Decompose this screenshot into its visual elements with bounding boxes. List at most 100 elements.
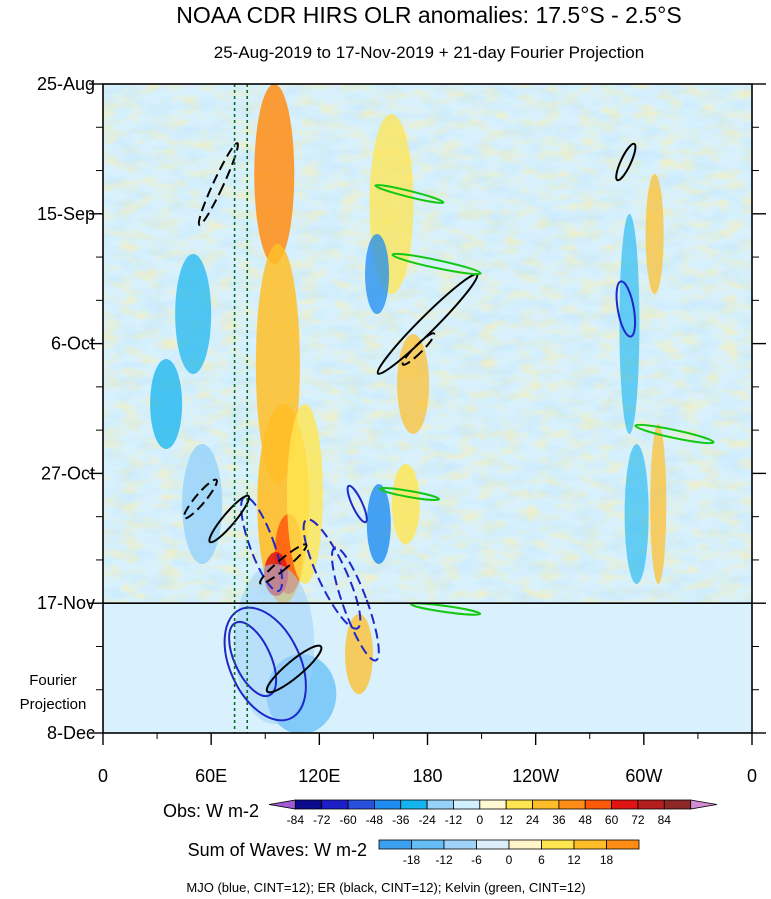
colorbar-label: -48 bbox=[366, 813, 384, 827]
y-tick-label: 17-Nov bbox=[37, 593, 95, 613]
colorbar-label: -60 bbox=[339, 813, 357, 827]
er-contour bbox=[615, 142, 637, 182]
colorbar-label: 72 bbox=[631, 813, 645, 827]
colorbar-label: 48 bbox=[579, 813, 593, 827]
colorbar-box bbox=[400, 799, 428, 810]
colorbar-label: -12 bbox=[435, 853, 453, 867]
mjo-contour bbox=[223, 606, 307, 722]
colorbar-label: 36 bbox=[552, 813, 566, 827]
colorbar-box bbox=[611, 799, 639, 810]
y-tick-label: 27-Oct bbox=[41, 463, 95, 483]
projection-label-line1: Fourier bbox=[29, 672, 77, 689]
kelvin-contour bbox=[409, 602, 482, 616]
anomaly-shading bbox=[645, 174, 664, 294]
anomaly-shading bbox=[286, 404, 323, 584]
reference-lines bbox=[233, 84, 249, 733]
colorbar-box bbox=[347, 799, 375, 810]
x-tick-label: 180 bbox=[412, 766, 442, 786]
anomaly-shading bbox=[175, 254, 212, 374]
kelvin-contour bbox=[391, 252, 482, 276]
colorbar-box bbox=[606, 839, 640, 850]
er-contour bbox=[259, 543, 308, 585]
x-tick-label: 0 bbox=[747, 766, 757, 786]
colorbar-box bbox=[374, 799, 402, 810]
colorbar-box bbox=[532, 799, 560, 810]
colorbar-label: -6 bbox=[471, 853, 482, 867]
x-tick-label: 120E bbox=[298, 766, 340, 786]
mjo-contour bbox=[302, 518, 362, 630]
colorbar-label: -12 bbox=[445, 813, 463, 827]
colorbar-label: -84 bbox=[287, 813, 305, 827]
waves-colorbar-title: Sum of Waves: W m-2 bbox=[188, 840, 367, 860]
colorbar-label: 84 bbox=[658, 813, 672, 827]
projection-label-line2: Projection bbox=[20, 696, 87, 713]
chart-title: NOAA CDR HIRS OLR anomalies: 17.5°S - 2.… bbox=[176, 2, 681, 28]
kelvin-contour bbox=[634, 423, 715, 445]
anomaly-shading bbox=[365, 234, 390, 314]
er-contour bbox=[208, 494, 251, 544]
colorbar-label: 6 bbox=[538, 853, 545, 867]
er-contour bbox=[182, 478, 218, 520]
colorbar-box bbox=[411, 839, 445, 850]
colorbar-label: -18 bbox=[403, 853, 421, 867]
colorbar-box bbox=[426, 799, 454, 810]
x-tick-label: 0 bbox=[98, 766, 108, 786]
x-tick-label: 120W bbox=[512, 766, 559, 786]
anomaly-shading bbox=[344, 614, 373, 694]
obs-colorbar: -84 -72 -60 -48 -36 -24 -12 0 12 24 36 48 60 72 84 bbox=[268, 799, 718, 827]
mjo-contour bbox=[330, 546, 380, 662]
er-contour bbox=[197, 142, 239, 226]
y-axis: 25-Aug 15-Sep 6-Oct 27-Oct 17-Nov 8-Dec bbox=[37, 74, 766, 743]
colorbar-label: -24 bbox=[418, 813, 436, 827]
colorbar-label: -36 bbox=[392, 813, 410, 827]
anomaly-shading bbox=[397, 334, 430, 434]
chart-subtitle: 25-Aug-2019 to 17-Nov-2019 + 21-day Four… bbox=[214, 43, 644, 62]
colorbar-box bbox=[690, 799, 718, 810]
colorbar-box bbox=[479, 799, 507, 810]
mjo-contour bbox=[228, 620, 278, 698]
colorbar-box bbox=[573, 839, 607, 850]
obs-colorbar-title: Obs: W m-2 bbox=[163, 801, 259, 821]
er-contour bbox=[265, 644, 323, 694]
colorbar-box bbox=[505, 799, 533, 810]
kelvin-contour bbox=[374, 184, 445, 204]
mjo-contour bbox=[346, 484, 368, 524]
y-tick-label: 6-Oct bbox=[51, 334, 95, 354]
y-tick-label: 25-Aug bbox=[37, 74, 95, 94]
waves-colorbar: -18 -12 -6 0 6 12 18 bbox=[378, 839, 640, 867]
colorbar-box bbox=[268, 799, 296, 810]
x-tick-label: 60W bbox=[625, 766, 662, 786]
y-tick-label: 15-Sep bbox=[37, 204, 95, 224]
anomaly-shading bbox=[366, 484, 391, 564]
colorbar-box bbox=[637, 799, 665, 810]
colorbar-box bbox=[378, 839, 412, 850]
colorbar-label: 12 bbox=[499, 813, 513, 827]
anomaly-shading bbox=[254, 84, 295, 264]
colorbar-box bbox=[541, 839, 575, 850]
contour-legend-text: MJO (blue, CINT=12); ER (black, CINT=12)… bbox=[186, 880, 585, 895]
anomaly-shading bbox=[150, 359, 183, 449]
colorbar-box bbox=[453, 799, 481, 810]
anomaly-shading bbox=[650, 424, 667, 584]
colorbar-box bbox=[321, 799, 349, 810]
mjo-contour bbox=[615, 280, 637, 338]
colorbar-box bbox=[294, 799, 323, 810]
colorbar-box bbox=[558, 799, 586, 810]
plot-field bbox=[103, 84, 752, 733]
kelvin-contour bbox=[378, 487, 441, 501]
colorbar-label: 24 bbox=[526, 813, 540, 827]
colorbar-label: 60 bbox=[605, 813, 619, 827]
er-contour bbox=[401, 332, 436, 366]
anomaly-shading bbox=[619, 214, 640, 434]
y-tick-label: 8-Dec bbox=[47, 723, 95, 743]
colorbar-box bbox=[584, 799, 612, 810]
colorbar-box bbox=[476, 839, 510, 850]
colorbar-label: 12 bbox=[567, 853, 581, 867]
colorbar-label: -72 bbox=[313, 813, 331, 827]
colorbar-label: 0 bbox=[506, 853, 513, 867]
x-tick-label: 60E bbox=[195, 766, 227, 786]
colorbar-label: 0 bbox=[476, 813, 483, 827]
colorbar-box bbox=[508, 839, 542, 850]
colorbar-box bbox=[443, 839, 477, 850]
